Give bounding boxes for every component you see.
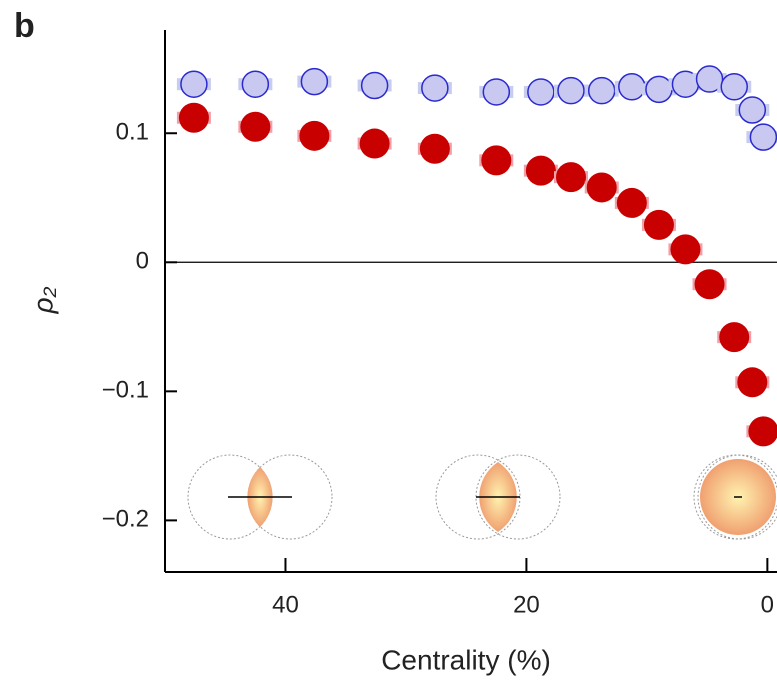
data-point	[587, 76, 616, 105]
data-point	[178, 102, 209, 133]
data-point	[749, 123, 777, 151]
data-point	[694, 269, 725, 300]
data-point	[300, 67, 329, 96]
data-point	[748, 416, 777, 447]
y-tick-label: 0	[136, 248, 149, 275]
x-tick-label: 20	[513, 591, 540, 618]
data-point	[695, 65, 724, 93]
x-axis-label: Centrality (%)	[381, 644, 551, 675]
data-point	[586, 172, 617, 203]
plot-area	[176, 65, 777, 447]
data-point	[555, 162, 586, 193]
data-point	[482, 78, 511, 106]
data-point	[421, 74, 449, 102]
x-tick-label: 40	[272, 591, 299, 618]
data-point	[419, 133, 450, 164]
data-point	[616, 187, 647, 218]
data-point	[738, 96, 767, 124]
y-tick-label: −0.2	[102, 506, 149, 533]
panel-label: b	[14, 7, 35, 45]
data-point	[618, 73, 646, 101]
data-point	[719, 322, 750, 353]
data-point	[241, 70, 270, 98]
data-point	[359, 128, 390, 159]
x-tick-label: 0	[761, 591, 774, 618]
data-point	[525, 155, 556, 186]
data-point	[481, 145, 512, 176]
data-point	[737, 367, 768, 398]
y-tick-label: −0.1	[102, 377, 149, 404]
y-axis-label: ρ₂	[27, 286, 58, 314]
data-point	[670, 234, 701, 265]
data-point	[557, 76, 585, 105]
y-tick-label: 0.1	[116, 119, 149, 146]
data-point	[240, 111, 271, 142]
data-point	[645, 75, 673, 104]
insets	[187, 454, 777, 540]
data-point	[360, 71, 389, 100]
data-point	[299, 120, 330, 151]
data-point	[643, 209, 674, 240]
data-point	[180, 70, 208, 98]
data-point	[720, 73, 748, 101]
data-point	[527, 78, 555, 106]
